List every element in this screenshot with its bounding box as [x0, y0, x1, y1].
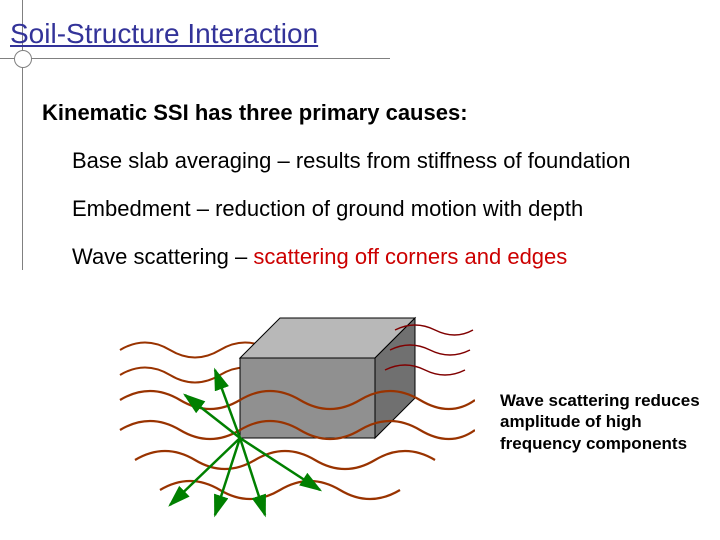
diagram-caption: Wave scattering reduces amplitude of hig…	[500, 390, 700, 454]
slide: Soil-Structure Interaction Kinematic SSI…	[0, 0, 720, 540]
list-item-highlight: scattering off corners and edges	[253, 244, 567, 269]
title-wrap: Soil-Structure Interaction	[10, 18, 318, 50]
list-item-prefix: Wave scattering –	[72, 244, 253, 269]
list-item: Wave scattering – scattering off corners…	[72, 244, 567, 270]
list-item: Base slab averaging – results from stiff…	[72, 148, 630, 174]
node-circle	[14, 50, 32, 68]
horizontal-rule	[0, 58, 390, 59]
intro-text: Kinematic SSI has three primary causes:	[42, 100, 468, 126]
list-item: Embedment – reduction of ground motion w…	[72, 196, 583, 222]
page-title: Soil-Structure Interaction	[10, 18, 318, 49]
wave-scattering-diagram	[115, 300, 475, 520]
